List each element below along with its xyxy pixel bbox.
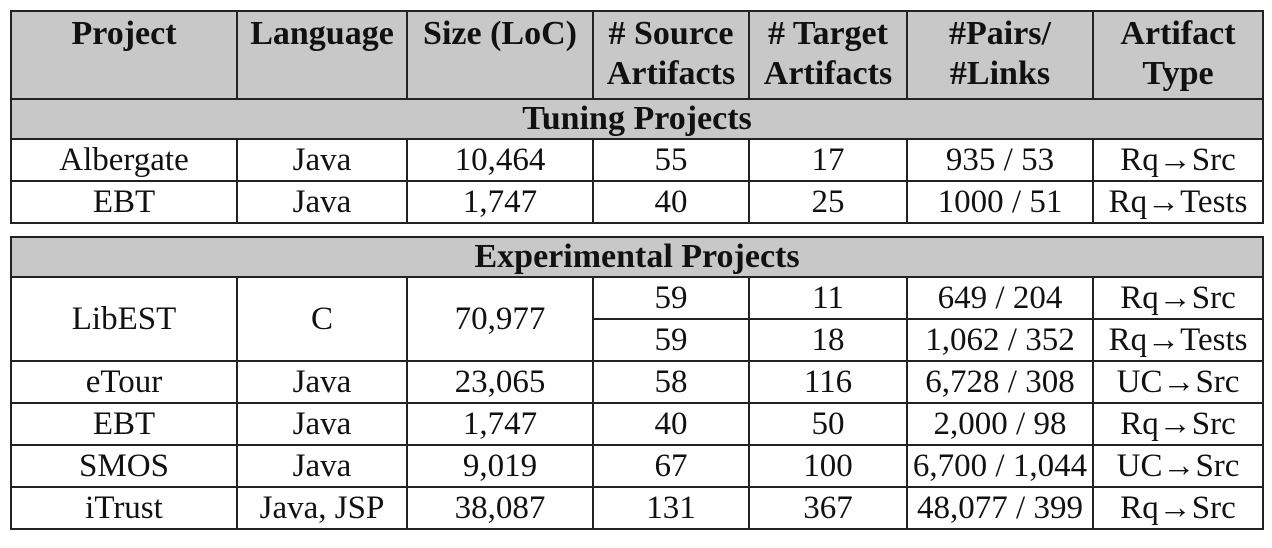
- header-source-artifacts: # Source Artifacts: [592, 10, 750, 100]
- cell-target: 17: [748, 138, 908, 182]
- cell-pairs: 649 / 204: [906, 276, 1094, 320]
- table-row: iTrust Java, JSP 38,087 131 367 48,077 /…: [10, 486, 1265, 530]
- cell-target: 11: [748, 276, 908, 320]
- cell-target: 100: [748, 444, 908, 488]
- cell-source: 58: [592, 360, 750, 404]
- section-row-tuning: Tuning Projects: [10, 98, 1264, 140]
- header-pairs-links: #Pairs/#Links: [906, 10, 1094, 100]
- table-row: SMOS Java 9,019 67 100 6,700 / 1,044 UC→…: [10, 444, 1265, 488]
- tuning-table: Project Language Size (LoC) # Source Arti…: [10, 10, 1264, 224]
- header-row: Project Language Size (LoC) # Source Arti…: [10, 10, 1264, 100]
- cell-source: 55: [592, 138, 750, 182]
- cell-pairs: 935 / 53: [906, 138, 1094, 182]
- cell-size: 1,747: [406, 180, 594, 224]
- cell-target: 367: [748, 486, 908, 530]
- cell-target: 18: [748, 318, 908, 362]
- table-row: eTour Java 23,065 58 116 6,728 / 308 UC→…: [10, 360, 1265, 404]
- cell-project: EBT: [10, 402, 238, 446]
- header-size: Size (LoC): [406, 10, 594, 100]
- cell-target: 50: [748, 402, 908, 446]
- cell-source: 40: [592, 180, 750, 224]
- experimental-table: Experimental Projects LibEST C 70,977 59…: [9, 236, 1265, 530]
- header-artifact-type: Artifact Type: [1092, 10, 1264, 100]
- cell-source: 131: [592, 486, 750, 530]
- cell-type: UC→Src: [1091, 444, 1265, 488]
- cell-source: 59: [592, 318, 750, 362]
- cell-language: C: [236, 276, 408, 362]
- cell-source: 59: [592, 276, 750, 320]
- cell-type: Rq→Src: [1091, 276, 1265, 320]
- cell-target: 116: [748, 360, 908, 404]
- table-row: LibEST C 70,977 59 11 649 / 204 Rq→Src: [10, 276, 1265, 362]
- cell-language: Java: [236, 180, 408, 224]
- cell-pairs: 2,000 / 98: [906, 402, 1094, 446]
- cell-type: Rq→Tests: [1091, 318, 1265, 362]
- header-language: Language: [236, 10, 408, 100]
- cell-project: EBT: [10, 180, 238, 224]
- cell-type: Rq→Src: [1091, 402, 1265, 446]
- cell-pairs: 1000 / 51: [906, 180, 1094, 224]
- cell-target: 25: [748, 180, 908, 224]
- table-row: EBT Java 1,747 40 50 2,000 / 98 Rq→Src: [10, 402, 1265, 446]
- cell-language: Java: [236, 444, 408, 488]
- cell-pairs: 6,700 / 1,044: [906, 444, 1094, 488]
- cell-source: 67: [592, 444, 750, 488]
- section-title-tuning: Tuning Projects: [10, 98, 1264, 140]
- cell-type: Rq→Src: [1091, 486, 1265, 530]
- cell-project: LibEST: [10, 276, 238, 362]
- table-row: Albergate Java 10,464 55 17 935 / 53 Rq→…: [10, 138, 1264, 182]
- cell-project: Albergate: [10, 138, 238, 182]
- cell-size: 38,087: [406, 486, 594, 530]
- cell-size: 23,065: [406, 360, 594, 404]
- cell-project: eTour: [10, 360, 238, 404]
- cell-pairs: 1,062 / 352: [906, 318, 1094, 362]
- cell-type: Rq→Tests: [1092, 180, 1264, 224]
- section-title-experimental: Experimental Projects: [9, 236, 1265, 278]
- header-target-artifacts: # Target Artifacts: [748, 10, 908, 100]
- cell-pairs: 6,728 / 308: [906, 360, 1094, 404]
- cell-type: UC→Src: [1091, 360, 1265, 404]
- table-row: 59 18 1,062 / 352 Rq→Tests: [11, 318, 1265, 362]
- cell-language: Java: [236, 138, 408, 182]
- cell-project: SMOS: [10, 444, 238, 488]
- cell-project: iTrust: [10, 486, 238, 530]
- cell-size: 9,019: [406, 444, 594, 488]
- table-row: EBT Java 1,747 40 25 1000 / 51 Rq→Tests: [10, 180, 1264, 224]
- cell-language: Java: [236, 360, 408, 404]
- cell-size: 1,747: [406, 402, 594, 446]
- cell-language: Java, JSP: [236, 486, 408, 530]
- cell-size: 70,977: [406, 276, 594, 362]
- cell-language: Java: [236, 402, 408, 446]
- cell-type: Rq→Src: [1092, 138, 1264, 182]
- cell-size: 10,464: [406, 138, 594, 182]
- cell-source: 40: [592, 402, 750, 446]
- section-row-experimental: Experimental Projects: [9, 236, 1265, 278]
- header-project: Project: [10, 10, 238, 100]
- cell-pairs: 48,077 / 399: [906, 486, 1094, 530]
